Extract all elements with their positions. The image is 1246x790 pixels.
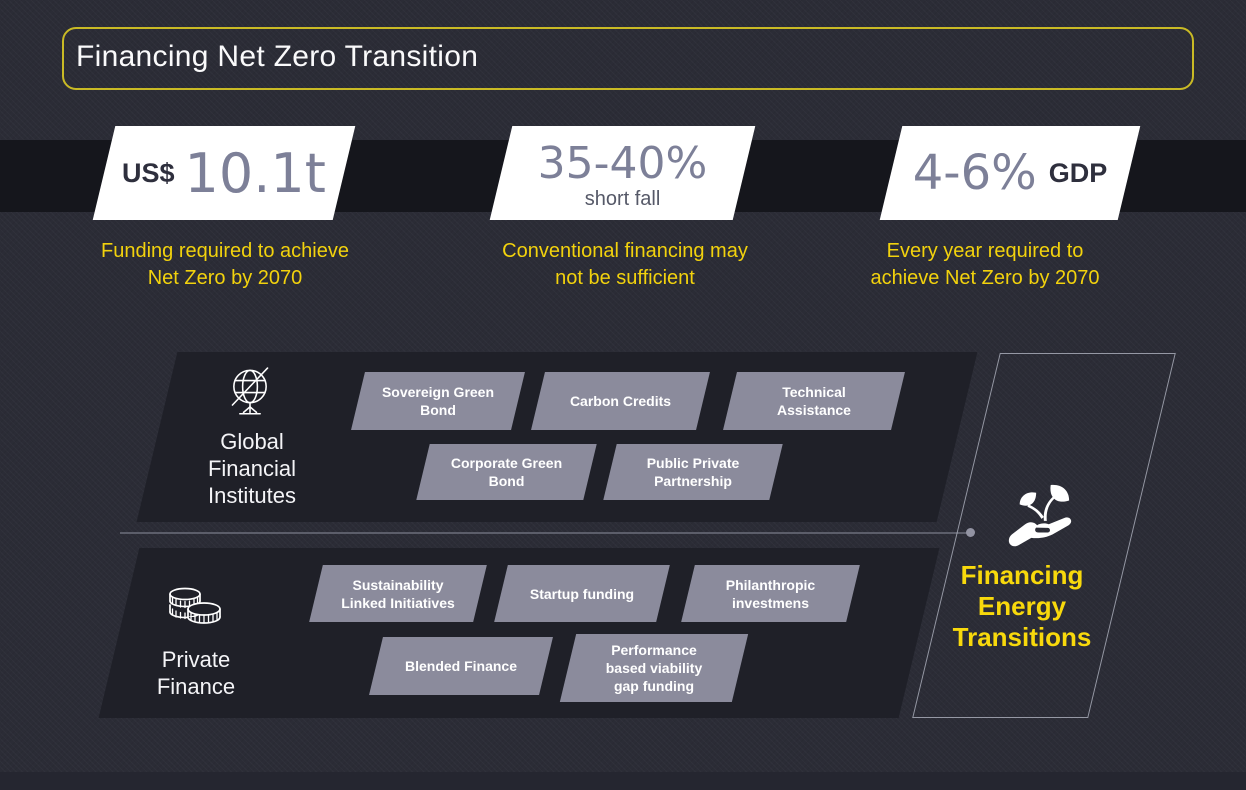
stat-value: 10.1t [184,141,326,205]
chip-performance-based-viability-gap-funding: Performance based viability gap funding [568,634,740,702]
stat-suffix: GDP [1048,157,1108,188]
stat-sub-label: short fall [584,187,661,210]
stat-gdp: 4-6% GDP [891,126,1129,220]
chip-sovereign-green-bond: Sovereign Green Bond [358,372,518,430]
chip-technical-assistance: Technical Assistance [730,372,898,430]
chip-philanthropic-investments: Philanthropic investmens [688,565,853,622]
stat-funding: US$ 10.1t [104,126,344,220]
group-label-private-finance: Private Finance [156,647,236,699]
stat-value: 35-40% [537,137,708,189]
bottom-strip [0,772,1246,790]
group-label-global-financial-institutes: Global Financial Institutes [207,429,297,508]
chip-carbon-credits: Carbon Credits [538,372,703,430]
chip-sustainability-linked-initiatives: Sustainability Linked Initiatives [316,565,480,622]
connector-line [120,532,968,534]
stat-caption-gdp: Every year required to achieve Net Zero … [870,240,1100,289]
chip-startup-funding: Startup funding [501,565,663,622]
chip-corporate-green-bond: Corporate Green Bond [423,444,590,500]
title-box [62,27,1194,90]
outcome-label: Financing Energy Transitions [952,560,1092,652]
stat-value: 4-6% [912,145,1037,201]
stat-caption-shortfall: Conventional financing may not be suffic… [502,240,748,289]
stat-shortfall: 35-40% short fall [501,130,744,220]
stat-prefix: US$ [122,157,175,188]
stat-caption-funding: Funding required to achieve Net Zero by … [101,240,349,289]
coins-icon [163,581,227,633]
globe-icon [226,364,274,422]
chip-blended-finance: Blended Finance [376,637,546,695]
chip-public-private-partnership: Public Private Partnership [610,444,776,500]
page-title: Financing Net Zero Transition [76,40,479,73]
hand-plant-icon [1006,484,1076,548]
